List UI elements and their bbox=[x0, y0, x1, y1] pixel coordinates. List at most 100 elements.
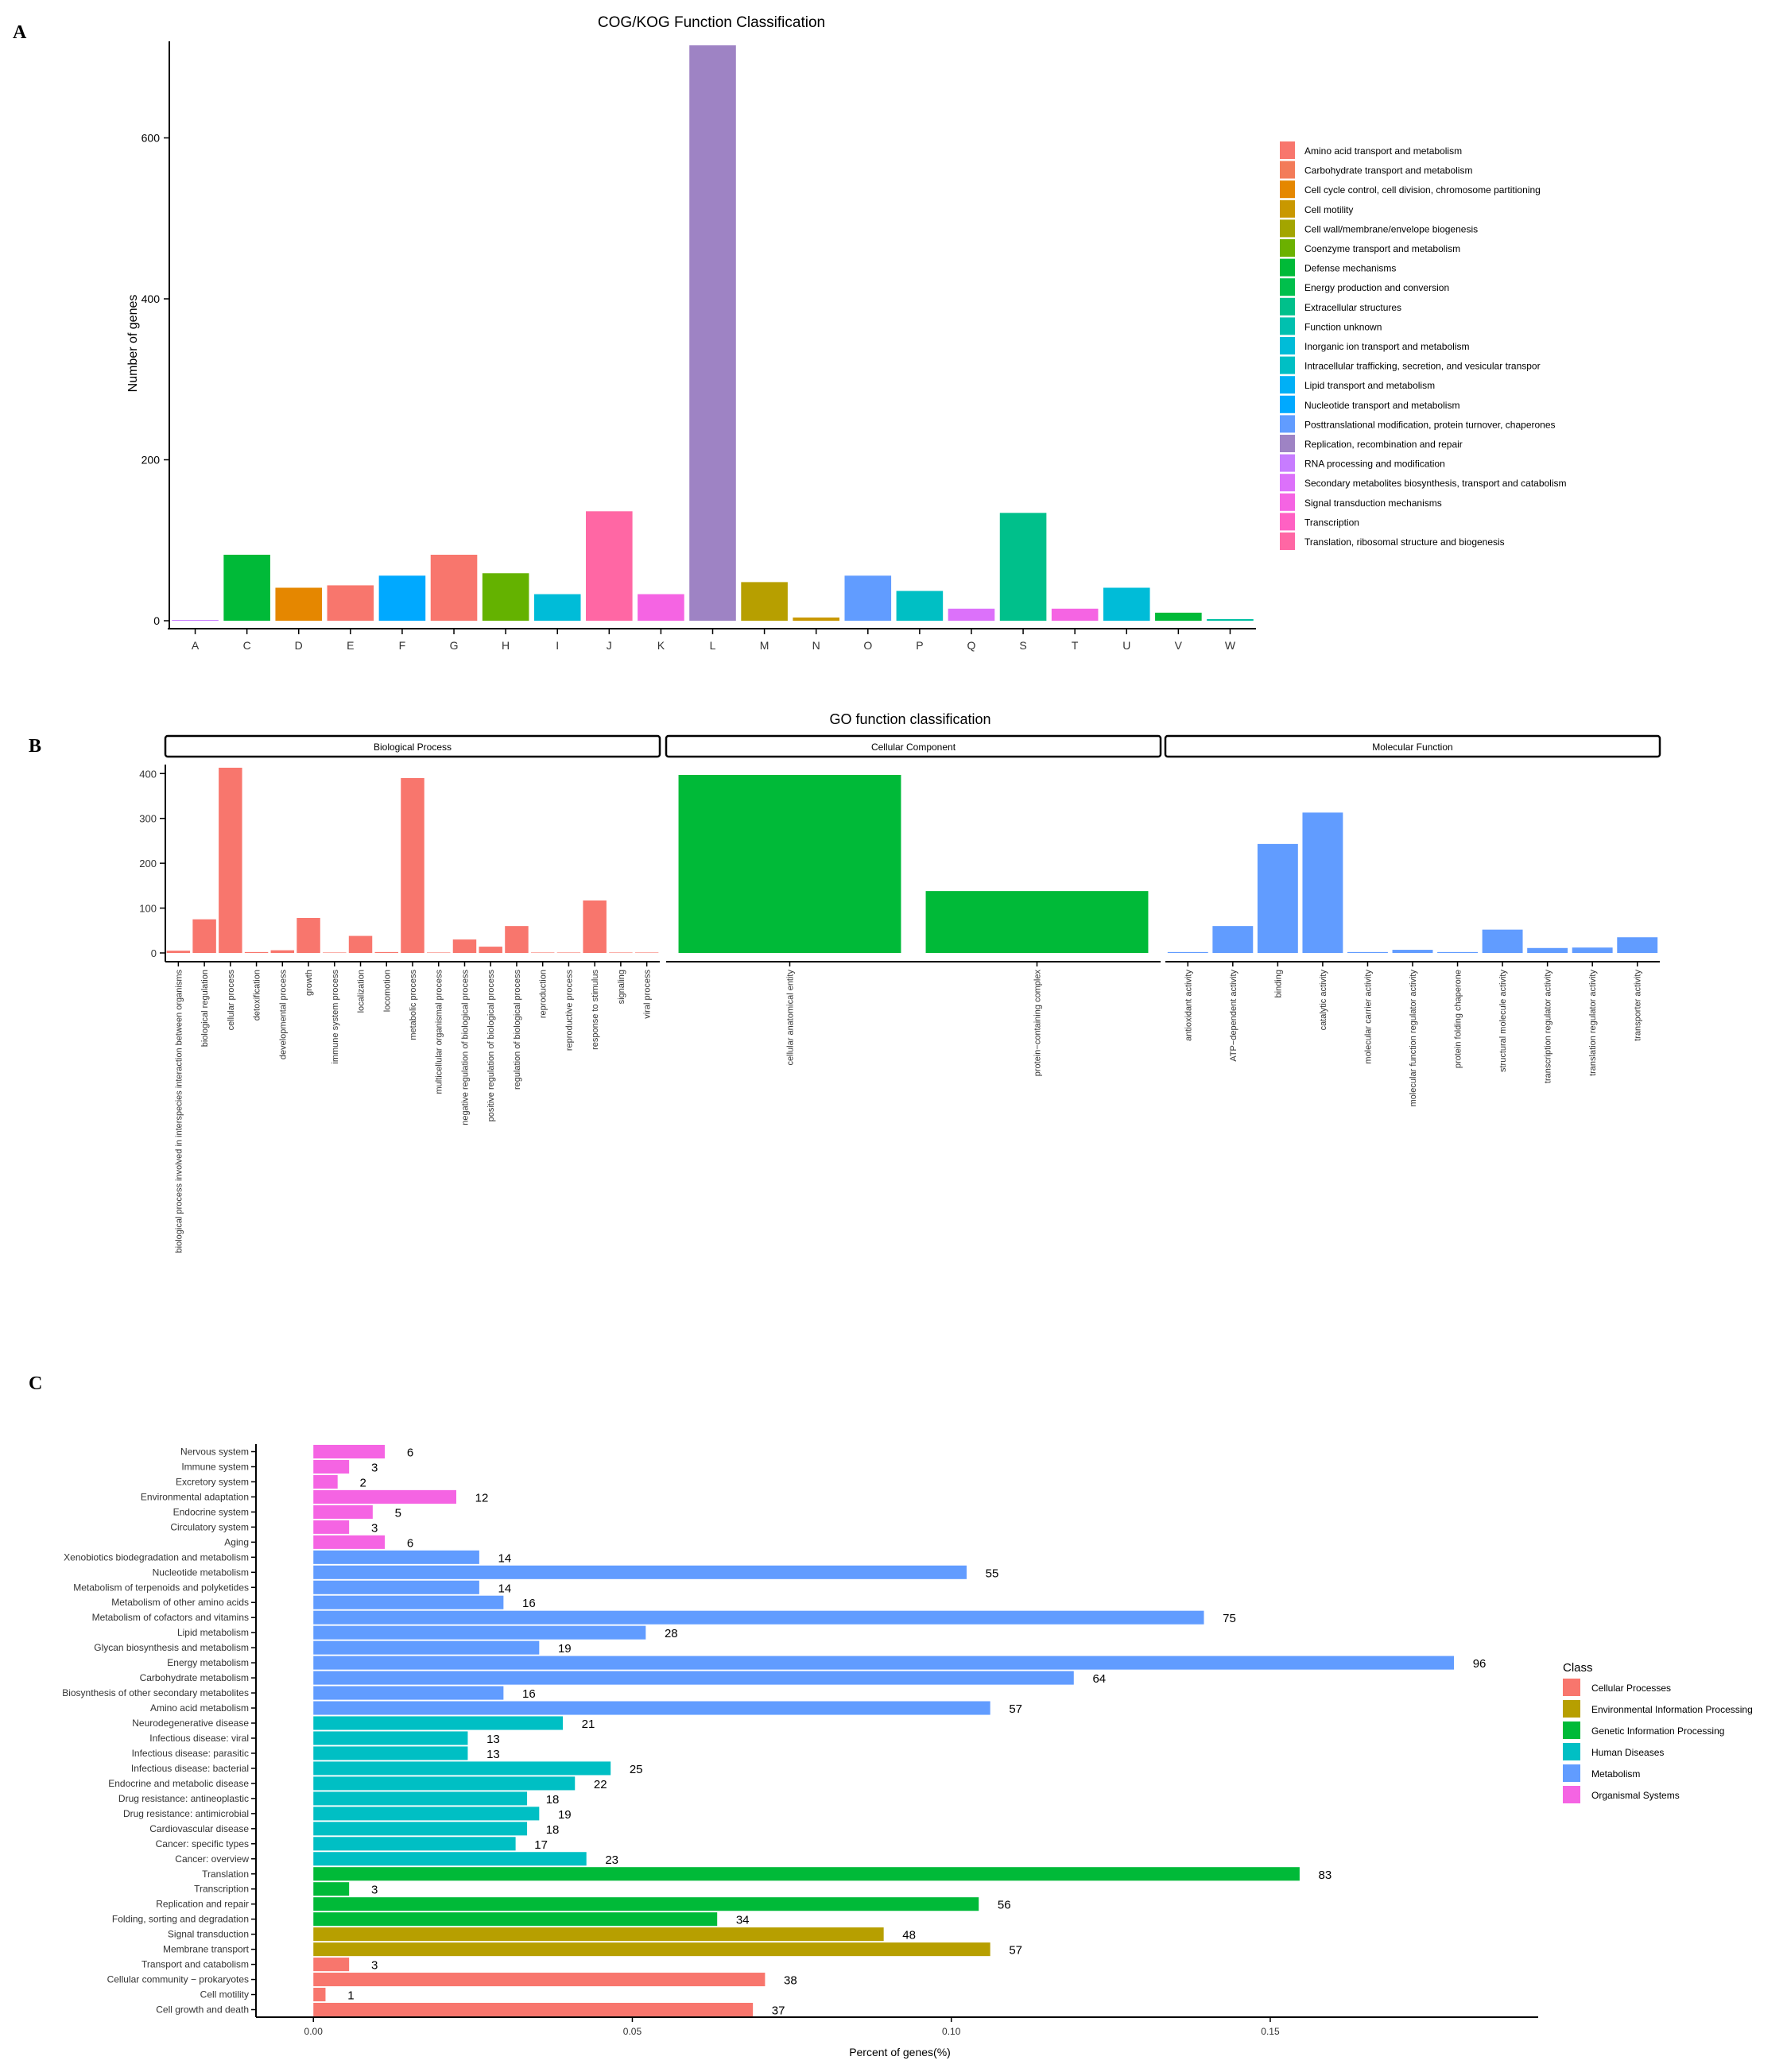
cog-legend-label: Defense mechanisms bbox=[1304, 263, 1396, 274]
kegg-bar bbox=[313, 1791, 528, 1806]
go-bar bbox=[244, 951, 269, 953]
go-x-tick-label: reproductive process bbox=[564, 970, 574, 1051]
kegg-data-label: 34 bbox=[736, 1914, 750, 1927]
kegg-y-tick-label: Cellular community − prokaryotes bbox=[107, 1974, 249, 1985]
go-bar bbox=[678, 774, 901, 953]
kegg-bar bbox=[313, 1852, 587, 1866]
go-x-tick-label: biological process involved in interspec… bbox=[174, 970, 184, 1253]
kegg-x-tick-label: 0.15 bbox=[1261, 2026, 1280, 2037]
kegg-y-tick-label: Translation bbox=[202, 1869, 249, 1880]
kegg-bar bbox=[313, 1912, 718, 1927]
cog-legend-key bbox=[1280, 180, 1295, 199]
go-x-tick-label: localization bbox=[357, 970, 366, 1013]
kegg-bar bbox=[313, 1746, 468, 1760]
go-x-tick-label: molecular carrier activity bbox=[1363, 970, 1373, 1064]
kegg-data-label: 23 bbox=[605, 1853, 618, 1867]
kegg-data-label: 14 bbox=[498, 1551, 512, 1565]
kegg-data-label: 64 bbox=[1092, 1672, 1106, 1686]
go-bar bbox=[1437, 951, 1478, 953]
cog-legend-key bbox=[1280, 297, 1295, 316]
go-x-tick-label: catalytic activity bbox=[1319, 970, 1328, 1031]
go-y-tick-label: 200 bbox=[139, 858, 157, 869]
kegg-legend-label: Genetic Information Processing bbox=[1591, 1725, 1724, 1737]
kegg-bar bbox=[313, 1958, 350, 1972]
cog-y-tick-label: 600 bbox=[141, 132, 161, 145]
kegg-y-tick-label: Infectious disease: bacterial bbox=[131, 1763, 249, 1774]
kegg-bar bbox=[313, 1459, 350, 1474]
go-bar bbox=[348, 935, 373, 953]
kegg-y-tick-label: Carbohydrate metabolism bbox=[140, 1672, 249, 1683]
kegg-bar bbox=[313, 1550, 479, 1564]
kegg-data-label: 75 bbox=[1223, 1612, 1236, 1625]
cog-legend-label: Translation, ribosomal structure and bio… bbox=[1304, 536, 1505, 548]
kegg-bar bbox=[313, 1535, 386, 1549]
go-bar bbox=[1527, 947, 1568, 953]
cog-legend-label: Posttranslational modification, protein … bbox=[1304, 419, 1556, 430]
kegg-y-tick-label: Environmental adaptation bbox=[141, 1491, 249, 1502]
cog-bar bbox=[1155, 612, 1202, 621]
kegg-data-label: 96 bbox=[1473, 1657, 1487, 1671]
go-bar bbox=[219, 767, 242, 953]
cog-legend-key bbox=[1280, 199, 1295, 218]
cog-legend-key bbox=[1280, 161, 1295, 179]
go-facet-strip-label: Molecular Function bbox=[1372, 742, 1452, 753]
go-bar bbox=[1617, 937, 1658, 953]
go-bar bbox=[530, 952, 555, 953]
kegg-x-axis-label: Percent of genes(%) bbox=[849, 2046, 951, 2058]
cog-bar bbox=[430, 554, 478, 621]
cog-x-tick-label: A bbox=[192, 639, 200, 652]
kegg-data-label: 56 bbox=[998, 1899, 1011, 1912]
kegg-legend-key bbox=[1563, 1679, 1580, 1696]
cog-legend-label: Cell cycle control, cell division, chrom… bbox=[1304, 184, 1541, 196]
kegg-legend-key bbox=[1563, 1722, 1580, 1739]
cog-legend-label: Secondary metabolites biosynthesis, tran… bbox=[1304, 478, 1567, 489]
kegg-data-label: 21 bbox=[582, 1718, 595, 1731]
kegg-y-tick-label: Drug resistance: antimicrobial bbox=[123, 1808, 249, 1819]
kegg-y-tick-label: Amino acid metabolism bbox=[150, 1702, 249, 1714]
go-bar bbox=[634, 952, 659, 953]
go-x-tick-label: molecular function regulator activity bbox=[1409, 970, 1418, 1107]
cog-x-tick-label: S bbox=[1019, 639, 1026, 652]
go-bar bbox=[925, 891, 1149, 953]
go-bar bbox=[583, 900, 607, 953]
kegg-y-tick-label: Metabolism of other amino acids bbox=[111, 1597, 249, 1608]
go-bar bbox=[1347, 951, 1388, 953]
kegg-y-tick-label: Nervous system bbox=[180, 1446, 249, 1457]
kegg-y-tick-label: Xenobiotics biodegradation and metabolis… bbox=[64, 1551, 249, 1563]
kegg-x-tick-label: 0.00 bbox=[304, 2026, 324, 2037]
kegg-bar bbox=[313, 1610, 1204, 1625]
go-bar bbox=[1212, 926, 1254, 953]
cog-bar bbox=[1103, 587, 1150, 621]
kegg-y-tick-label: Circulatory system bbox=[170, 1521, 249, 1532]
cog-y-tick-label: 0 bbox=[153, 614, 160, 627]
kegg-chart: Percent of genes(%) Class 0.00 0.05 0.10 0.… bbox=[62, 1444, 1753, 2058]
kegg-data-label: 55 bbox=[986, 1567, 999, 1580]
go-bar bbox=[401, 777, 424, 953]
kegg-data-label: 5 bbox=[395, 1506, 401, 1520]
go-bar bbox=[1257, 843, 1298, 953]
go-x-tick-label: cellular process bbox=[227, 970, 236, 1031]
go-x-tick-label: response to stimulus bbox=[591, 970, 600, 1050]
go-x-tick-label: cellular anatomical entity bbox=[786, 970, 796, 1066]
kegg-data-label: 16 bbox=[522, 1687, 536, 1701]
cog-legend-label: Lipid transport and metabolism bbox=[1304, 380, 1435, 391]
cog-legend-label: Nucleotide transport and metabolism bbox=[1304, 400, 1459, 411]
kegg-data-label: 83 bbox=[1319, 1869, 1332, 1882]
kegg-bar bbox=[313, 1776, 576, 1791]
cog-legend-key bbox=[1280, 141, 1295, 159]
cog-legend-key bbox=[1280, 493, 1295, 511]
go-bar bbox=[452, 939, 477, 953]
cog-legend-key bbox=[1280, 239, 1295, 257]
go-x-tick-label: immune system process bbox=[331, 970, 340, 1064]
kegg-bar bbox=[313, 1927, 884, 1942]
go-bar bbox=[505, 926, 529, 953]
kegg-bar bbox=[313, 1671, 1074, 1685]
cog-bar bbox=[896, 591, 944, 621]
cog-legend-label: Intracellular trafficking, secretion, an… bbox=[1304, 361, 1541, 372]
go-x-tick-label: regulation of biological process bbox=[513, 970, 522, 1090]
go-bar bbox=[192, 919, 216, 953]
cog-y-axis-label: Number of genes bbox=[126, 295, 140, 393]
kegg-legend-key bbox=[1563, 1764, 1580, 1782]
cog-legend-label: Transcription bbox=[1304, 517, 1359, 528]
kegg-data-label: 13 bbox=[486, 1748, 500, 1761]
